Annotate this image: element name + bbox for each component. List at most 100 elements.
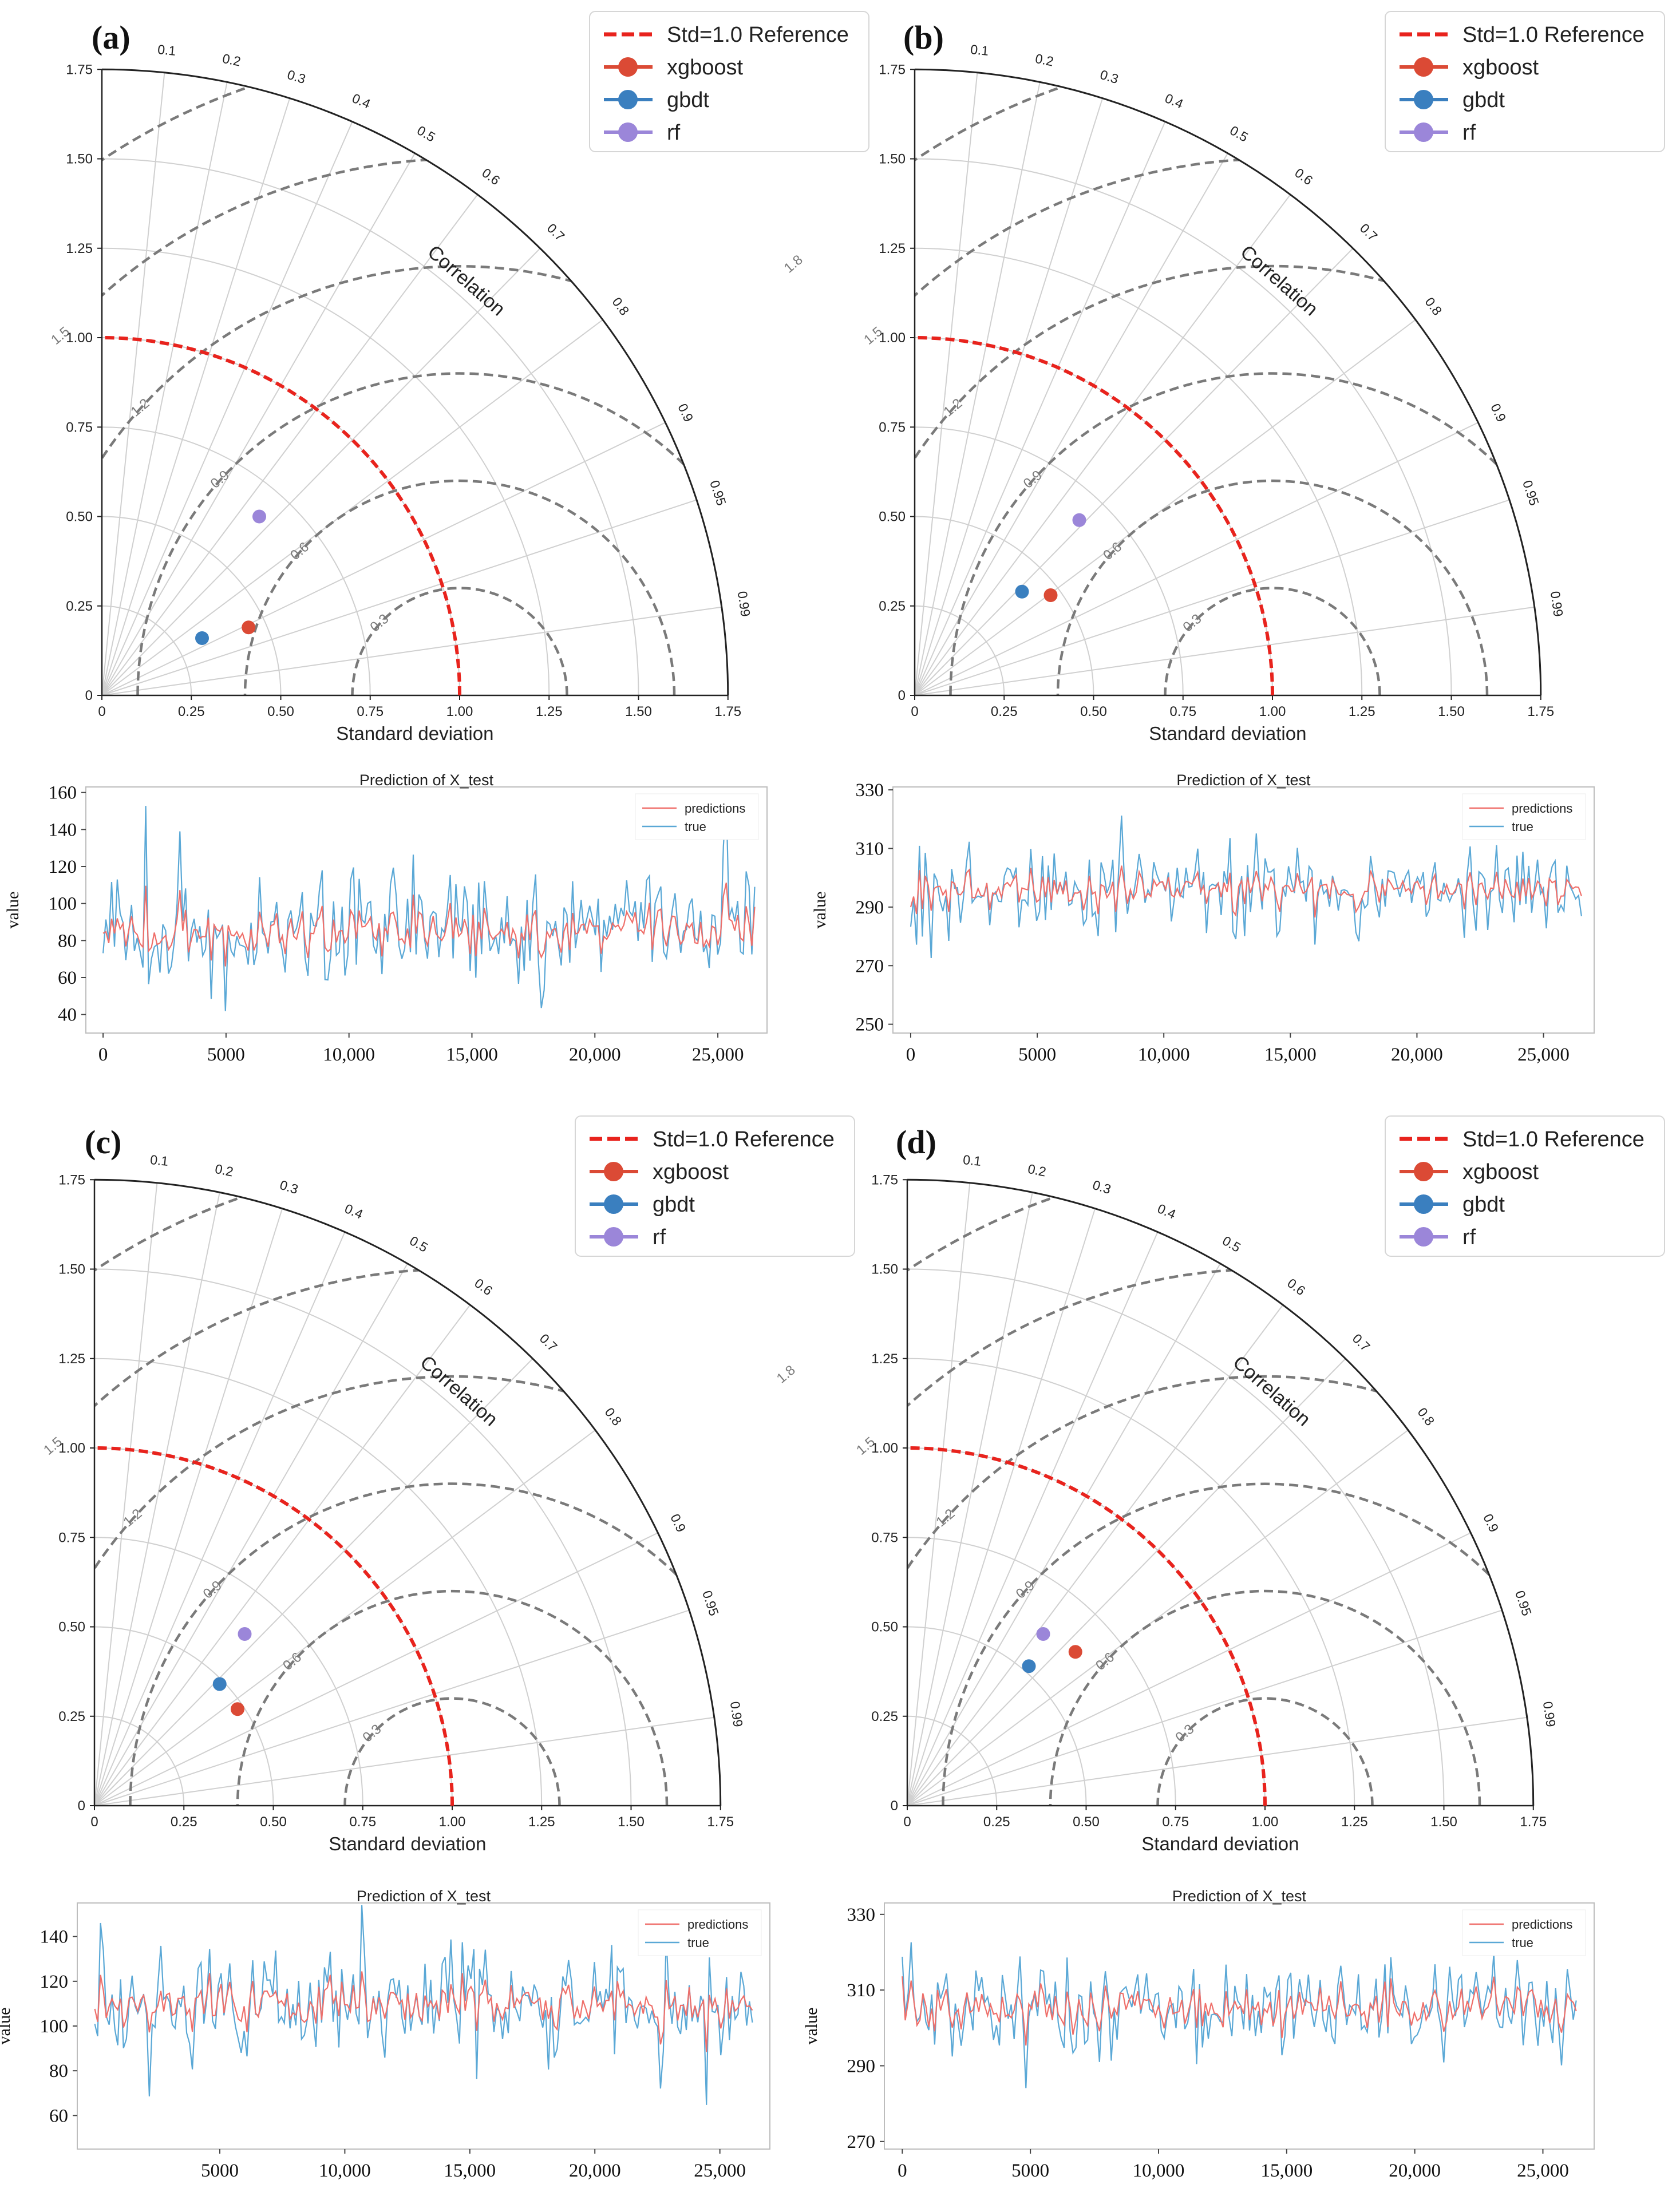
x-tick-label: 5000: [201, 2161, 239, 2181]
x-tick-label: 20,000: [569, 2161, 621, 2181]
correlation-tick-label: 0.4: [1163, 90, 1185, 112]
y-tick-label: 100: [49, 894, 77, 915]
reference-std-arc: [101, 336, 461, 696]
correlation-tick-label: 0.2: [221, 51, 242, 69]
series-predictions-line: [902, 1976, 1577, 2046]
y-tick-label: 1.25: [58, 1351, 85, 1367]
x-tick-label: 1.00: [439, 1814, 466, 1830]
correlation-spoke: [914, 248, 1354, 696]
correlation-spoke: [94, 1532, 658, 1806]
y-tick-label: 0.50: [879, 509, 906, 525]
y-tick-label: 100: [40, 2016, 69, 2037]
correlation-arc: [914, 68, 1542, 696]
correlation-spoke: [94, 1609, 690, 1806]
rms-contour: [1156, 1697, 1374, 1806]
panel-label: (a): [92, 19, 131, 56]
x-tick-label: 0.25: [171, 1814, 197, 1830]
std-grid-arc: [907, 1715, 998, 1806]
correlation-spoke: [907, 1263, 1221, 1806]
x-tick-label: 10,000: [1133, 2161, 1185, 2181]
x-tick-label: 0.75: [349, 1814, 376, 1830]
y-tick-label: 0: [891, 1798, 898, 1814]
y-tick-label: 0.75: [58, 1530, 85, 1545]
legend-swatch-xgboost: [1414, 57, 1433, 77]
x-tick-label: 0: [98, 1044, 108, 1065]
legend-label: rf: [653, 1225, 666, 1249]
legend-label: rf: [667, 121, 681, 145]
panel-label: (b): [903, 19, 944, 56]
correlation-tick-label: 0.99: [1540, 1700, 1559, 1728]
correlation-spoke: [914, 98, 1104, 696]
series-predictions-line: [102, 883, 756, 967]
legend: Std=1.0 Reference xgboost gbdt rf: [575, 1115, 855, 1257]
legend-label: gbdt: [1462, 1193, 1505, 1217]
x-tick-label: 5000: [1018, 1044, 1056, 1065]
y-tick-label: 80: [58, 931, 77, 951]
legend-swatch-gbdt: [604, 1194, 623, 1214]
chart-title: Prediction of X_test: [1176, 771, 1311, 789]
y-tick-label: 120: [40, 1972, 69, 1992]
x-tick-label: 15,000: [1264, 1044, 1317, 1065]
legend-swatch-rf: [1414, 1227, 1433, 1247]
y-tick-label: 60: [58, 968, 77, 988]
correlation-spoke: [101, 98, 291, 696]
rms-contour: [907, 1180, 1533, 1806]
point-rf: [238, 1627, 252, 1641]
legend-swatch-xgboost: [618, 57, 638, 77]
x-tick-label: 0.25: [178, 704, 205, 719]
legend-label: gbdt: [653, 1193, 695, 1217]
line-chart-7: Prediction of X_test 0 5000 10,000 15,000 20,…: [802, 1888, 1595, 2181]
rms-contour: [236, 1589, 669, 1806]
x-tick-label: 0: [98, 704, 105, 719]
std-grid-arc: [101, 337, 460, 696]
legend-swatch-xgboost: [1414, 1162, 1433, 1181]
rms-contour: [343, 1697, 561, 1806]
legend-box: [589, 11, 869, 152]
legend: Std=1.0 Reference xgboost gbdt rf: [1385, 1115, 1665, 1257]
x-tick-label: 5000: [1011, 2161, 1049, 2181]
std-grid-arc: [101, 158, 639, 696]
y-tick-label: 1.50: [879, 152, 906, 167]
legend-label: true: [685, 820, 706, 834]
x-tick-label: 0: [906, 1044, 916, 1065]
x-tick-label: 10,000: [319, 2161, 371, 2181]
correlation-tick-label: 0.1: [157, 42, 176, 58]
legend: predictions true: [635, 793, 759, 840]
rms-contour: [102, 69, 728, 695]
legend-swatch-rf: [1414, 122, 1433, 142]
rms-contours: [94, 1180, 721, 1806]
correlation-tick-label: 0.99: [1548, 590, 1566, 618]
y-tick-label: 0.25: [879, 599, 906, 614]
series-true-line: [902, 1942, 1577, 2088]
x-tick-label: 15,000: [446, 1044, 498, 1065]
x-tick-label: 1.25: [1349, 704, 1375, 719]
x-tick-label: 0.75: [357, 704, 384, 719]
reference-std-arc: [907, 1446, 1267, 1806]
correlation-axis-label: Correlation: [1229, 1351, 1315, 1430]
series-predictions-line: [94, 1971, 753, 2052]
line-chart-4: Prediction of X_test 0 5000 10,000 15,000 20,…: [3, 771, 768, 1065]
legend-swatch-gbdt: [1414, 90, 1433, 109]
y-tick-label: 80: [49, 2061, 68, 2082]
x-tick-label: 5000: [207, 1044, 245, 1065]
correlation-tick-label: 0.8: [602, 1405, 625, 1429]
legend-label: rf: [1462, 121, 1476, 145]
correlation-tick-label: 0.4: [350, 90, 373, 112]
point-rf: [252, 509, 266, 524]
std-grid-arc: [914, 247, 1363, 696]
correlation-spoke: [907, 1429, 1409, 1806]
legend-box: [1462, 1909, 1586, 1956]
correlation-tick-label: 0.4: [342, 1201, 365, 1222]
correlation-tick-label: 0.7: [1357, 220, 1381, 244]
y-tick-label: 290: [847, 2056, 876, 2076]
correlation-spoke: [914, 194, 1291, 696]
taylor-diagram-3: 0.30.60.91.21.51.8000.250.250.500.500.75…: [774, 1115, 1665, 1854]
rms-contour: [907, 1375, 1533, 1806]
x-tick-label: 0: [90, 1814, 98, 1830]
x-tick-label: 0.50: [260, 1814, 287, 1830]
rms-contours: [102, 69, 728, 695]
correlation-spoke: [101, 153, 416, 696]
taylor-diagram-1: 0.30.60.91.21.51.8000.250.250.500.500.75…: [781, 11, 1665, 744]
chart-title: Prediction of X_test: [359, 771, 494, 789]
correlation-tick-label: 0.99: [728, 1700, 746, 1728]
